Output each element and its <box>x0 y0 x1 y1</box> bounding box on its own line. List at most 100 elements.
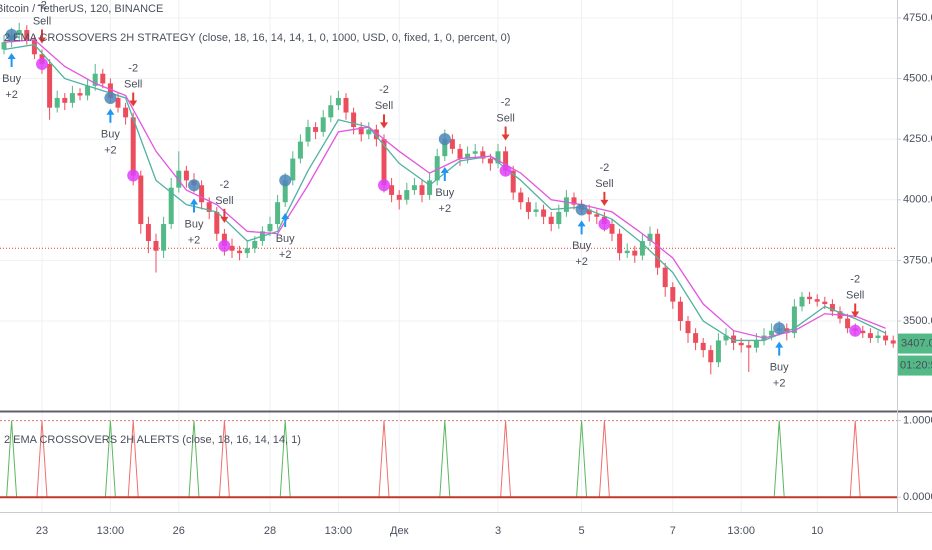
y-tick-label: 1.0000 <box>903 415 932 427</box>
candle-body <box>883 335 889 341</box>
sell-marker <box>36 58 48 71</box>
candle-body <box>442 139 448 157</box>
signal-qty: +2 <box>575 256 588 268</box>
buy-marker <box>104 91 117 104</box>
buy-marker <box>773 322 786 335</box>
candle-body <box>381 139 387 186</box>
signal-qty: -2 <box>379 84 389 96</box>
candle-body <box>518 192 524 203</box>
sell-arrow <box>220 208 229 223</box>
candle-body <box>685 321 691 334</box>
candle-body <box>107 83 113 98</box>
candle-body <box>799 296 805 307</box>
candle-body <box>487 158 493 164</box>
candle-body <box>670 287 676 302</box>
signal-label: Sell <box>33 15 51 27</box>
candle-body <box>465 153 471 159</box>
candle-body <box>822 301 828 305</box>
candle-body <box>586 209 592 215</box>
signal-label: Sell <box>124 78 142 90</box>
candle-body <box>343 97 349 113</box>
buy-arrow <box>106 108 115 123</box>
sell-marker <box>849 324 862 337</box>
x-tick-label: 10 <box>811 525 823 537</box>
candle-body <box>24 30 30 40</box>
sell-arrow <box>38 29 46 44</box>
candle-body <box>351 112 357 128</box>
buy-arrow <box>190 198 198 213</box>
candle-body <box>791 306 797 334</box>
candle-body <box>366 129 372 135</box>
countdown-label: 01:20:53 <box>900 359 932 371</box>
candle-body <box>244 248 250 254</box>
candle-body <box>677 301 683 322</box>
candle-body <box>183 170 189 181</box>
axes: 3500.00 3750.00 4000.00 4250.00 4500.00 4750.… <box>36 12 932 537</box>
candle-body <box>47 64 53 108</box>
x-tick-label: 13:00 <box>727 525 755 537</box>
signal-label: Sell <box>215 195 233 207</box>
candle-body <box>556 211 562 225</box>
y-tick-label: 0.0000 <box>903 491 932 503</box>
candle-body <box>594 214 600 217</box>
candle-body <box>115 97 121 108</box>
candle-body <box>845 318 851 329</box>
buy-arrow <box>775 341 784 356</box>
candle-body <box>16 30 22 35</box>
candle-body <box>548 216 554 225</box>
candle-body <box>632 250 638 256</box>
sell-marker <box>218 239 231 252</box>
candle-body <box>54 97 60 108</box>
candle-body <box>495 151 501 164</box>
signal-qty: +2 <box>439 203 452 215</box>
sell-spike <box>36 420 48 498</box>
signal-label: Buy <box>572 240 591 252</box>
sell-marker <box>499 164 512 177</box>
sell-arrow <box>380 114 388 129</box>
buy-marker <box>575 203 588 216</box>
candle-body <box>145 224 151 242</box>
candle-body <box>662 267 668 288</box>
y-tick-label: 4000.00 <box>903 194 932 206</box>
x-tick-label: 5 <box>579 525 585 537</box>
candle-body <box>358 127 364 135</box>
signal-qty: +2 <box>279 249 292 261</box>
candle-body <box>563 197 569 212</box>
candle-body <box>229 245 235 251</box>
candle-body <box>647 233 653 242</box>
buy-spike <box>104 420 116 498</box>
signal-label: Buy <box>770 361 789 373</box>
candle-body <box>85 85 91 96</box>
last-price-badge <box>898 333 932 354</box>
candle-body <box>130 117 136 176</box>
signal-qty: -2 <box>37 0 47 11</box>
signal-qty: -2 <box>850 273 860 285</box>
candle-body <box>753 340 759 348</box>
candle-body <box>571 197 577 205</box>
candle-body <box>297 141 303 159</box>
candle-body <box>328 105 334 118</box>
candle-body <box>480 151 486 159</box>
candle-body <box>829 304 835 312</box>
signal-label: Buy <box>276 233 295 245</box>
candle-body <box>609 224 615 234</box>
candle-body <box>100 73 106 84</box>
sell-marker <box>598 218 611 231</box>
candle-body <box>290 158 296 181</box>
candle-body <box>503 151 509 171</box>
candle-body <box>313 127 319 132</box>
candle-body <box>427 180 433 195</box>
candle-body <box>221 233 227 246</box>
buy-spike <box>6 420 18 498</box>
x-tick-label: Дек <box>390 525 409 537</box>
sell-spike <box>598 420 610 498</box>
buy-marker <box>188 179 200 192</box>
y-tick-label: 4250.00 <box>903 133 932 145</box>
sell-spike <box>378 420 390 498</box>
candle-body <box>373 129 379 140</box>
x-tick-label: 3 <box>495 525 501 537</box>
candle-body <box>176 170 182 188</box>
y-tick-label: 4500.00 <box>903 72 932 84</box>
candle-body <box>746 345 752 348</box>
